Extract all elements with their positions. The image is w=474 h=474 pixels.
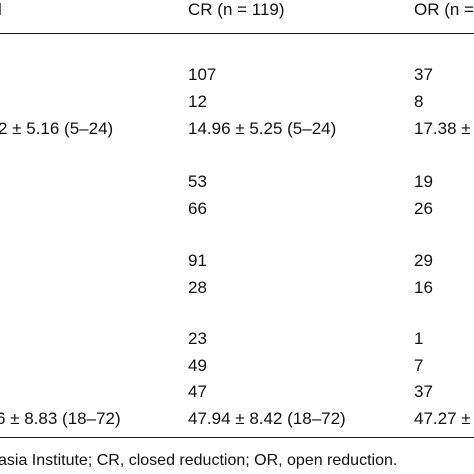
table-cell: 1 [414,329,424,348]
table-cell: 17.38 ± [414,119,471,138]
table-cell: 91 [188,251,207,270]
header-cell-or: OR (n = [414,0,474,19]
table-cell: 47.27 ± [414,409,471,428]
table-cell: 37 [414,65,433,84]
bottom-rule [0,437,474,438]
table-cell: 8 [414,92,424,111]
table-cell: 53 [188,172,207,191]
table-cell: 28 [188,278,207,297]
table-cell: 14.96 ± 5.25 (5–24) [188,119,337,138]
table-cell: 47.94 ± 8.42 (18–72) [188,409,346,428]
table-cell: 49 [188,356,207,375]
table-cell: 19 [414,172,433,191]
header-rule [0,33,474,34]
header-cell-1: l [0,0,2,20]
header-cell-cr: CR (n = 119) [188,0,285,19]
table-cell: 26 [414,199,433,218]
table-cell: 23 [188,329,207,348]
table-cell: 16 [414,278,433,297]
table-cell: 29 [414,251,433,270]
table-footnote: asia Institute; CR, closed reduction; OR… [0,452,398,469]
table-cell: 47 [188,382,207,401]
table-cell: 107 [188,65,217,84]
table-cell: 2 ± 5.16 (5–24) [0,119,114,138]
table-cell: 6 ± 8.83 (18–72) [0,409,121,428]
table-cell: 7 [414,356,424,375]
table-cell: 37 [414,382,433,401]
table-cell: 12 [188,92,207,111]
table-cell: 66 [188,199,207,218]
